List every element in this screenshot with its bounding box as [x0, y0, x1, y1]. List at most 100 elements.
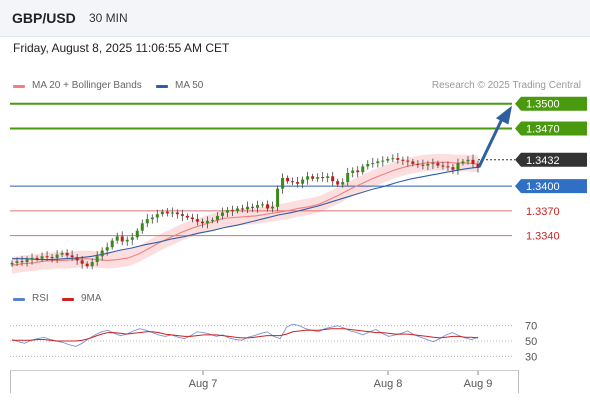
candle-body [331, 176, 335, 182]
candle-body [70, 255, 74, 258]
candle [220, 207, 224, 220]
candle-body [376, 161, 380, 164]
candle-body [336, 181, 340, 185]
forecast-arrow-head [495, 105, 512, 125]
candle [436, 160, 440, 169]
candle-body [266, 204, 270, 209]
candle-body [471, 159, 475, 164]
forecast-arrow-shaft [477, 114, 506, 168]
forecast-arrow [477, 105, 512, 168]
candle [75, 253, 79, 265]
candle [261, 201, 265, 208]
candle [105, 242, 109, 256]
candle-body [366, 163, 370, 167]
candle [200, 218, 204, 228]
candle-body [50, 257, 54, 259]
candle-body [291, 181, 295, 183]
rsi-level-label-30: 30 [525, 351, 537, 363]
candle [331, 171, 335, 187]
candle [145, 214, 149, 228]
candle-body [276, 188, 280, 207]
candle [50, 253, 54, 263]
candle-body [356, 170, 360, 173]
candle [185, 213, 189, 220]
candle [170, 207, 174, 218]
candle-body [321, 177, 325, 179]
rsi-level-label-70: 70 [525, 321, 537, 333]
candle-body [461, 161, 465, 164]
candle [195, 214, 199, 226]
candle-body [215, 215, 219, 220]
chart-datetime: Friday, August 8, 2025 11:06:55 AM CET [13, 41, 230, 55]
level-tag-1-3432 [515, 152, 587, 167]
candle-body [446, 166, 450, 168]
price-levels: 1.3500 1.3470 1.3432 1.3400 1.3370 1.3340 [10, 96, 587, 243]
candle-body [466, 159, 470, 162]
candle-body [30, 257, 34, 260]
candle [100, 247, 104, 261]
candle [441, 161, 445, 170]
candle-body [120, 236, 124, 242]
candle-body [301, 179, 305, 184]
candle-body [401, 159, 405, 161]
candle [316, 173, 320, 182]
candle [205, 216, 209, 229]
level-label-1-3340: 1.3340 [526, 231, 560, 243]
candle-body [381, 160, 385, 162]
x-tick-label: Aug 9 [464, 378, 493, 390]
candle-body [35, 257, 39, 259]
symbol-label: GBP/USD [12, 10, 76, 26]
candle [301, 176, 305, 189]
candle-body [90, 262, 94, 267]
candle-body [130, 237, 134, 240]
candle-body [105, 247, 109, 251]
candle [10, 260, 14, 267]
candle-body [10, 262, 14, 265]
candle-body [246, 206, 250, 210]
ma50-line [12, 166, 479, 261]
candle [115, 232, 119, 244]
candle-body [55, 254, 59, 258]
candle [341, 178, 345, 188]
candle-body [110, 240, 114, 248]
candle [381, 156, 385, 167]
candle [45, 251, 49, 261]
candle-body [40, 256, 44, 259]
ma50-legend-label: MA 50 [175, 80, 204, 91]
candle-body [426, 163, 430, 166]
candle-body [155, 214, 159, 218]
candle [85, 261, 89, 269]
candle [70, 250, 74, 261]
ma20-line [11, 161, 479, 266]
candle-body [421, 164, 425, 166]
level-label-1-3500: 1.3500 [526, 99, 560, 111]
candle-body [20, 261, 24, 263]
candle-body [311, 176, 315, 179]
candle-body [456, 163, 460, 170]
candle [160, 209, 164, 217]
x-tick-label: Aug 7 [189, 378, 218, 390]
rsi-ma9-line [12, 328, 479, 342]
candle [376, 158, 380, 168]
candle [60, 250, 64, 258]
candle [155, 209, 159, 223]
candle-body [230, 210, 234, 212]
candle-body [185, 215, 189, 218]
level-label-1-3400: 1.3400 [526, 181, 560, 193]
candle [276, 185, 280, 212]
candle [225, 206, 229, 218]
ma9-legend-label: 9MA [81, 293, 102, 304]
candle-body [220, 212, 224, 216]
candle [291, 177, 295, 186]
candle-body [190, 217, 194, 220]
timeframe-label[interactable]: 30 MIN [89, 11, 128, 25]
candle [471, 154, 475, 168]
candle [210, 217, 214, 224]
bollinger-bands [12, 154, 478, 274]
candle-body [45, 256, 49, 258]
candle-body [150, 217, 154, 220]
candle-body [441, 165, 445, 167]
candle [311, 173, 315, 182]
candle-body [195, 219, 199, 222]
candle-body [200, 221, 204, 224]
